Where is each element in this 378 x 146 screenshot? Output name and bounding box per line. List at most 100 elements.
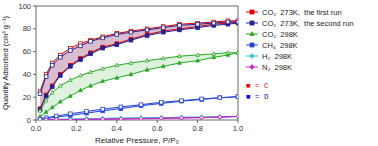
hysteresis-area (40, 97, 238, 120)
adsorption-point (236, 20, 238, 24)
adsorption-point (44, 110, 48, 113)
y-tick (33, 6, 36, 7)
x-tick (238, 120, 239, 123)
desorption-point (38, 109, 42, 112)
adsorption-point (200, 116, 204, 120)
desorption-point (89, 40, 93, 44)
adsorption-point (69, 65, 73, 69)
desorption-point (119, 116, 123, 120)
adsorption-point (54, 118, 58, 120)
y-tick (33, 120, 36, 121)
legend-label: CO₂ 273K, the second run (262, 19, 354, 28)
adsorption-point (159, 116, 163, 120)
desorption-point (69, 117, 73, 120)
legend-label: CO₂ 273K, the first run (262, 8, 342, 17)
adsorption-point (69, 117, 73, 120)
desorption-point (101, 36, 105, 40)
adsorption-point (85, 117, 89, 120)
adsorption-line (40, 23, 238, 110)
desorption-point (236, 20, 238, 24)
legend-label: H₂ 298K (262, 52, 292, 61)
adsorption-point (200, 115, 204, 119)
desorption-point (119, 117, 123, 120)
x-tick (76, 120, 77, 123)
adsorption-point (89, 52, 93, 56)
adsorption-point (115, 76, 119, 79)
x-tick-label: 0.2 (71, 124, 81, 133)
desorption-point (212, 21, 216, 25)
desorption-point (101, 107, 105, 111)
desorption-point (178, 24, 182, 28)
adsorption-point (161, 30, 165, 34)
desorption-point (218, 115, 222, 119)
adsorption-point (44, 118, 48, 120)
adsorption-point (145, 34, 149, 38)
desorption-point (236, 114, 238, 118)
desorption-point (38, 92, 42, 96)
desorption-point (161, 26, 165, 30)
desorption-point (218, 115, 222, 119)
legend-marker (250, 43, 254, 47)
adsorption-point (50, 85, 54, 89)
desorption-line (40, 22, 238, 94)
desorption-point (85, 110, 89, 114)
legend-label: CH₄ 298K (262, 41, 298, 50)
desorption-point (159, 116, 163, 120)
desorption-point (139, 103, 143, 107)
desorption-point (200, 115, 204, 119)
adsorption-point (180, 99, 184, 103)
adsorption-point (180, 115, 184, 119)
desorption-point (115, 33, 119, 37)
adsorption-point (89, 84, 93, 87)
desorption-point (69, 49, 73, 53)
x-tick (116, 120, 117, 123)
desorption-line (40, 97, 238, 119)
plot-frame (36, 6, 238, 120)
desorption-point (44, 117, 48, 120)
desorption-line (40, 53, 238, 111)
desorption-point (178, 54, 182, 57)
desorption-point (226, 51, 230, 54)
y-tick-label: 80 (23, 24, 31, 33)
desorption-point (129, 61, 133, 64)
y-tick-label: 0 (27, 116, 31, 125)
adsorption-line (46, 116, 238, 120)
x-tick (157, 120, 158, 123)
desorption-point (54, 118, 58, 120)
desorption-point (69, 117, 73, 120)
adsorption-point (236, 95, 238, 99)
annotation: ■ = C (246, 82, 269, 90)
legend-marker (250, 65, 254, 70)
desorption-point (50, 63, 54, 67)
desorption-point (180, 115, 184, 119)
desorption-point (218, 96, 222, 100)
desorption-point (58, 84, 62, 87)
y-tick-label: 100 (18, 2, 31, 11)
desorption-point (38, 117, 42, 120)
y-tick (33, 51, 36, 52)
legend-marker (250, 10, 254, 14)
adsorption-point (119, 116, 123, 120)
desorption-point (161, 56, 165, 59)
x-tick-label: 0.6 (152, 124, 162, 133)
adsorption-point (236, 114, 238, 118)
x-tick-label: 0.0 (31, 124, 41, 133)
desorption-point (115, 63, 119, 66)
y-tick (33, 28, 36, 29)
adsorption-point (200, 98, 204, 102)
desorption-point (196, 53, 200, 56)
desorption-point (139, 116, 143, 120)
adsorption-point (139, 117, 143, 120)
adsorption-point (44, 117, 48, 120)
desorption-point (50, 91, 54, 94)
desorption-point (79, 73, 83, 76)
adsorption-point (212, 55, 216, 58)
x-tick (36, 120, 37, 123)
adsorption-point (115, 43, 119, 47)
adsorption-point (101, 117, 105, 120)
y-tick (33, 74, 36, 75)
desorption-point (200, 97, 204, 101)
adsorption-line (40, 22, 238, 109)
desorption-point (89, 70, 93, 73)
desorption-point (226, 20, 230, 24)
